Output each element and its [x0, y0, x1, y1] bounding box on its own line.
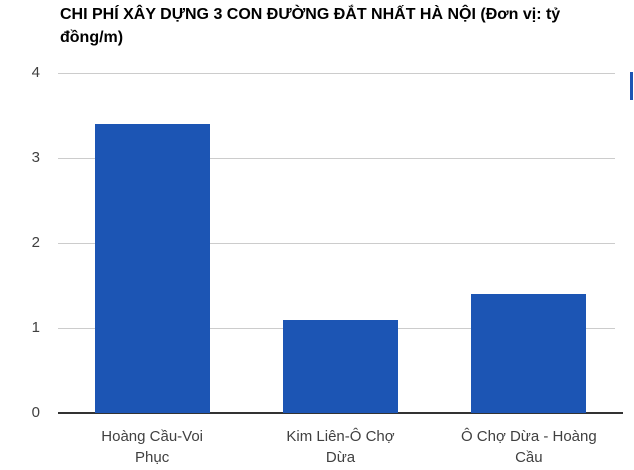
x-axis-line: [58, 412, 623, 414]
clipped-legend-sliver: [630, 72, 633, 100]
x-axis-label-line: Kim Liên-Ô Chợ: [286, 428, 395, 445]
x-axis-label-line: Cầu: [515, 449, 543, 466]
x-axis-label: Ô Chợ Dừa - Hoàng Cầu: [436, 426, 622, 468]
gridline: [58, 158, 615, 159]
x-axis-label-line: Ô Chợ Dừa - Hoàng: [460, 428, 597, 445]
x-axis-label-line: Phục: [135, 449, 170, 466]
y-axis-tick-label: 0: [31, 404, 40, 421]
bar[interactable]: [94, 124, 210, 413]
plot-area: [58, 73, 623, 414]
y-axis-tick-label: 2: [31, 234, 40, 251]
x-axis-label-line: Dừa: [325, 449, 356, 466]
x-axis-label: Kim Liên-Ô Chợ Dừa: [248, 426, 434, 468]
y-axis-tick-label: 4: [31, 64, 40, 81]
gridline: [58, 73, 615, 74]
bar[interactable]: [283, 319, 398, 413]
bar[interactable]: [471, 294, 587, 413]
x-axis-label: Hoàng Cầu-Voi Phục: [59, 426, 245, 468]
y-axis-tick-label: 3: [31, 149, 40, 166]
y-axis-tick-label: 1: [31, 319, 40, 336]
gridline: [58, 243, 615, 244]
x-axis-label-line: Hoàng Cầu-Voi: [101, 428, 204, 445]
chart-title: CHI PHÍ XÂY DỰNG 3 CON ĐƯỜNG ĐẮT NHẤT HÀ…: [60, 6, 561, 46]
